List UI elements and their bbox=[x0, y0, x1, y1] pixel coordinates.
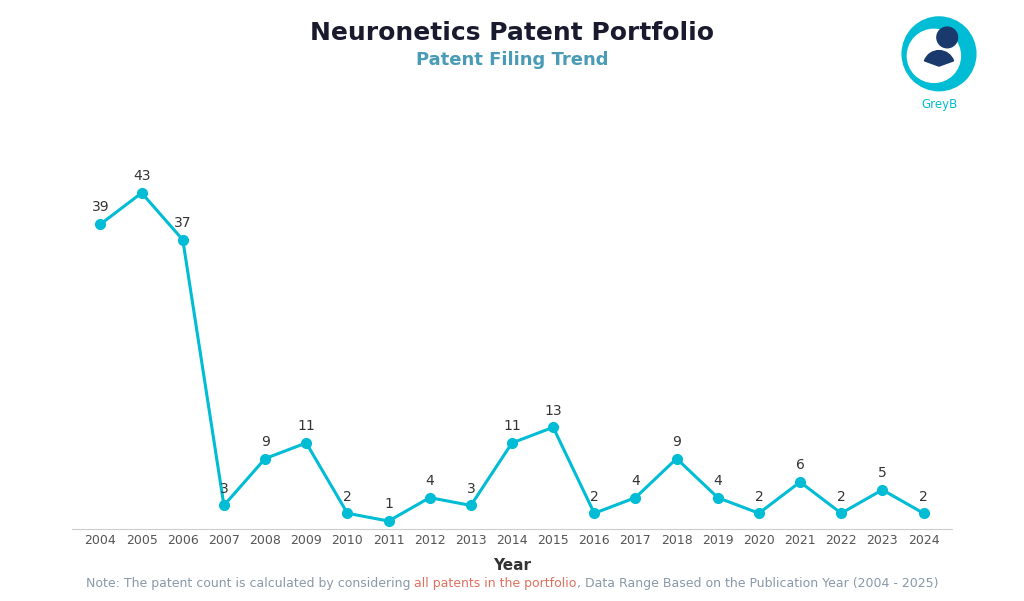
Text: 3: 3 bbox=[219, 482, 228, 496]
Text: Neuronetics Patent Portfolio: Neuronetics Patent Portfolio bbox=[310, 21, 714, 45]
Text: 5: 5 bbox=[878, 466, 887, 480]
Text: 39: 39 bbox=[92, 201, 110, 215]
Text: 2: 2 bbox=[837, 490, 846, 504]
Text: Patent Filing Trend: Patent Filing Trend bbox=[416, 51, 608, 69]
Text: 6: 6 bbox=[796, 459, 805, 472]
Text: 13: 13 bbox=[545, 404, 562, 418]
Text: 4: 4 bbox=[631, 474, 640, 488]
Text: 2: 2 bbox=[343, 490, 352, 504]
Text: 4: 4 bbox=[425, 474, 434, 488]
Text: 43: 43 bbox=[133, 169, 151, 183]
Text: 9: 9 bbox=[672, 435, 681, 449]
Text: 1: 1 bbox=[384, 498, 393, 511]
Circle shape bbox=[937, 27, 957, 47]
Text: 11: 11 bbox=[503, 419, 521, 433]
Text: 2: 2 bbox=[590, 490, 599, 504]
Text: GreyB: GreyB bbox=[921, 98, 957, 111]
Text: , Data Range Based on the Publication Year (2004 - 2025): , Data Range Based on the Publication Ye… bbox=[577, 577, 938, 590]
Text: 9: 9 bbox=[261, 435, 269, 449]
X-axis label: Year: Year bbox=[493, 558, 531, 573]
Text: 4: 4 bbox=[714, 474, 722, 488]
Text: all patents in the portfolio: all patents in the portfolio bbox=[415, 577, 577, 590]
Text: 3: 3 bbox=[467, 482, 475, 496]
Text: 2: 2 bbox=[755, 490, 763, 504]
Text: 11: 11 bbox=[297, 419, 315, 433]
Circle shape bbox=[902, 17, 976, 91]
Wedge shape bbox=[925, 50, 953, 66]
Text: 2: 2 bbox=[920, 490, 928, 504]
Text: 37: 37 bbox=[174, 216, 191, 230]
Circle shape bbox=[907, 29, 961, 82]
Text: Note: The patent count is calculated by considering: Note: The patent count is calculated by … bbox=[86, 577, 415, 590]
